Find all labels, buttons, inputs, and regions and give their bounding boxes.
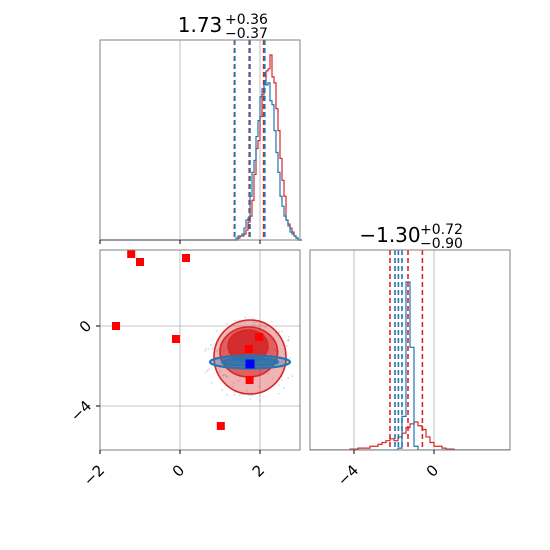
marginal2-title-minus: −0.90 (420, 236, 463, 252)
marginal-histogram-param1 (99, 39, 302, 244)
sample-dot (253, 324, 256, 327)
sample-dot (216, 350, 218, 353)
marginal2-title: −1.30 (359, 223, 420, 247)
sample-dot (210, 381, 213, 384)
sample-dot (211, 347, 214, 350)
sample-dot (287, 339, 290, 342)
truth-point-marker (245, 359, 255, 369)
sample-dot (205, 371, 207, 374)
sample-dot (226, 393, 228, 396)
sample-dot (206, 369, 209, 372)
sample-dot (225, 375, 228, 378)
sample-dot (281, 367, 283, 369)
marginal1-title-minus: −0.37 (225, 26, 268, 42)
sample-dot (251, 394, 253, 397)
sample-dot (271, 320, 273, 323)
sample-dot (232, 381, 235, 384)
sample-dot (207, 347, 210, 350)
red-square-marker (245, 376, 254, 384)
sample-dot (222, 374, 225, 377)
sample-dot (253, 321, 256, 324)
sample-dot (225, 322, 228, 325)
sample-dot (259, 400, 262, 402)
sample-dot (244, 316, 247, 319)
sample-dot (216, 330, 218, 333)
marginal2-frame (309, 249, 511, 451)
red-square-marker (136, 258, 144, 266)
sample-dot (278, 331, 280, 334)
sample-dot (221, 389, 224, 391)
sample-dot (264, 326, 266, 329)
red-square-marker (182, 254, 190, 262)
sample-dot (218, 359, 221, 362)
sample-dot (208, 368, 211, 371)
sample-dot (271, 377, 274, 380)
sample-dot (277, 384, 280, 387)
sample-dot (252, 317, 254, 320)
sample-dot (237, 379, 240, 382)
sample-dot (234, 319, 236, 322)
histogram-series-2 (310, 281, 510, 450)
marginal2-title-value: −1.30 (359, 223, 420, 247)
sample-dot (287, 335, 290, 338)
sample-dot (258, 385, 261, 388)
sample-dot (289, 357, 291, 359)
sample-dot (277, 392, 280, 395)
sample-dot (258, 394, 261, 397)
red-square-marker (244, 345, 253, 353)
sample-dot (238, 394, 241, 397)
sample-dot (280, 379, 283, 381)
marginal1-title-value: 1.73 (178, 13, 223, 37)
sample-dot (205, 347, 208, 350)
sample-dot (210, 343, 212, 346)
sample-dot (224, 374, 226, 376)
sample-dot (204, 350, 207, 352)
sample-dot (285, 345, 288, 347)
sample-dot (245, 389, 248, 392)
sample-dot (291, 375, 293, 378)
red-square-marker (172, 335, 180, 343)
marginal1-frame (99, 39, 301, 241)
marginal1-title-plus: +0.36 (225, 12, 268, 28)
sample-dot (243, 320, 246, 323)
marginal1-title: 1.73 (178, 13, 223, 37)
marginal2-title-plus: +0.72 (420, 222, 463, 238)
sample-dot (267, 372, 270, 375)
joint-frame (99, 249, 301, 451)
red-square-marker (216, 422, 225, 430)
red-square-marker (127, 250, 136, 258)
sample-dot (287, 377, 290, 380)
sample-dot (219, 370, 222, 373)
red-square-marker (112, 322, 120, 330)
sample-dot (233, 391, 236, 394)
sample-dot (249, 398, 252, 400)
sample-dot (283, 387, 285, 389)
sample-dot (233, 393, 236, 396)
sample-dot (232, 385, 234, 388)
sample-dot (280, 330, 283, 333)
red-square-marker (255, 333, 264, 341)
